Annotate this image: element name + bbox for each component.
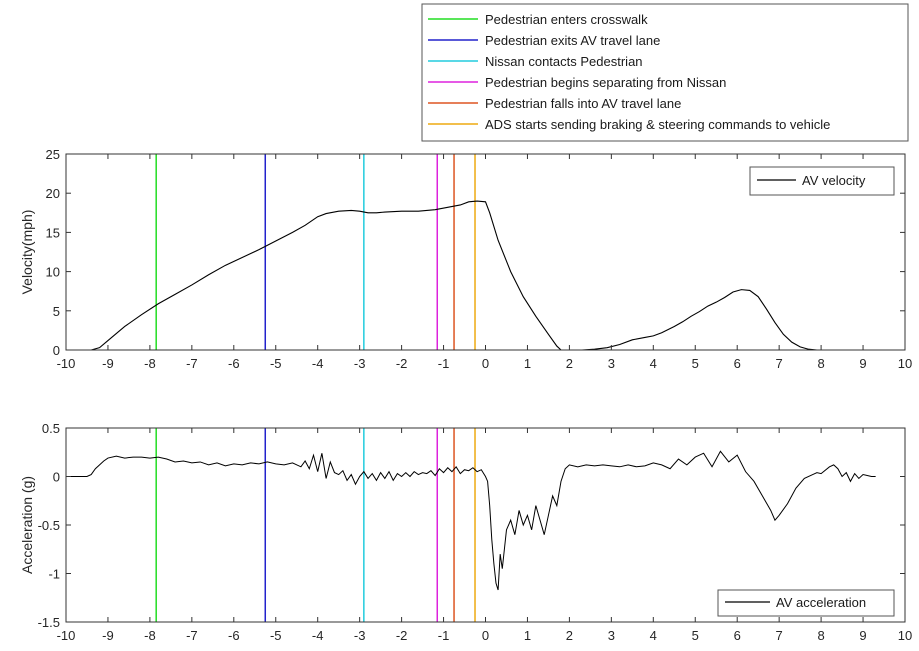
x-tick-label: -7 — [186, 356, 198, 371]
y-tick-label: 20 — [46, 186, 60, 201]
acceleration-series-line — [66, 450, 876, 591]
x-tick-label: -9 — [102, 628, 114, 643]
velocity-y-ticks: 0 5 10 15 20 25 — [46, 147, 905, 358]
acceleration-event-lines — [155, 428, 476, 622]
x-tick-label: -10 — [57, 628, 76, 643]
x-tick-label: -5 — [270, 628, 282, 643]
velocity-y-axis-label: Velocity(mph) — [19, 210, 35, 295]
x-tick-label: -10 — [57, 356, 76, 371]
acceleration-x-ticks: -10 -9 -8 -7 -6 -5 -4 -3 -2 -1 0 1 2 3 4 5 6 7 8 9 10 — [57, 428, 912, 643]
y-tick-label: 0 — [53, 343, 60, 358]
x-tick-label: 10 — [898, 356, 912, 371]
x-tick-label: -8 — [144, 628, 156, 643]
velocity-series-line — [91, 200, 843, 351]
x-tick-label: 2 — [566, 356, 573, 371]
acceleration-legend-label: AV acceleration — [776, 595, 866, 610]
event-legend-label: Pedestrian enters crosswalk — [485, 12, 648, 27]
event-legend-label: Pedestrian exits AV travel lane — [485, 33, 660, 48]
event-legend-label: ADS starts sending braking & steering co… — [485, 117, 830, 132]
x-tick-label: 5 — [692, 628, 699, 643]
x-tick-label: 1 — [524, 628, 531, 643]
x-tick-label: 10 — [898, 628, 912, 643]
x-tick-label: 3 — [608, 628, 615, 643]
velocity-legend-box — [749, 166, 895, 196]
y-tick-label: 0 — [53, 470, 60, 485]
y-tick-label: -0.5 — [38, 518, 60, 533]
x-tick-label: 4 — [650, 356, 657, 371]
x-tick-label: -4 — [312, 356, 324, 371]
x-tick-label: 8 — [817, 628, 824, 643]
x-tick-label: -9 — [102, 356, 114, 371]
acceleration-legend: AV acceleration — [717, 589, 895, 617]
x-tick-label: -7 — [186, 628, 198, 643]
x-tick-label: 6 — [734, 356, 741, 371]
velocity-x-ticks: -10 -9 -8 -7 -6 -5 -4 -3 -2 -1 0 1 2 3 4 5 6 7 8 9 10 — [57, 154, 912, 371]
x-tick-label: 2 — [566, 628, 573, 643]
x-tick-label: -8 — [144, 356, 156, 371]
x-tick-label: 5 — [692, 356, 699, 371]
x-tick-label: -6 — [228, 628, 240, 643]
x-tick-label: 0 — [482, 356, 489, 371]
acceleration-y-ticks: -1.5 -1 -0.5 0 0.5 — [38, 421, 905, 630]
event-legend-box — [421, 3, 909, 142]
x-tick-label: -4 — [312, 628, 324, 643]
x-tick-label: -3 — [354, 356, 366, 371]
x-tick-label: -3 — [354, 628, 366, 643]
x-tick-label: 7 — [776, 628, 783, 643]
x-tick-label: 7 — [776, 356, 783, 371]
x-tick-label: 6 — [734, 628, 741, 643]
y-tick-label: 25 — [46, 147, 60, 162]
x-tick-label: -2 — [396, 356, 408, 371]
velocity-plot: -10 -9 -8 -7 -6 -5 -4 -3 -2 -1 0 1 2 3 4 5 6 7 8 9 10 051015… — [19, 147, 912, 371]
x-tick-label: -5 — [270, 356, 282, 371]
y-tick-label: 5 — [53, 304, 60, 319]
event-legend-label: Nissan contacts Pedestrian — [485, 54, 643, 69]
event-legend: Pedestrian enters crosswalk Pedestrian ex… — [421, 3, 909, 142]
acceleration-legend-box — [717, 589, 895, 617]
event-legend-label: Pedestrian falls into AV travel lane — [485, 96, 681, 111]
acceleration-y-axis-label: Acceleration (g) — [19, 476, 35, 574]
x-tick-label: -6 — [228, 356, 240, 371]
y-tick-label: 0.5 — [42, 421, 60, 436]
x-tick-label: 8 — [817, 356, 824, 371]
y-tick-label: 10 — [46, 265, 60, 280]
x-tick-label: -1 — [438, 356, 450, 371]
x-tick-label: 0 — [482, 628, 489, 643]
velocity-legend-label: AV velocity — [802, 173, 866, 188]
x-tick-label: 4 — [650, 628, 657, 643]
event-legend-label: Pedestrian begins separating from Nissan — [485, 75, 726, 90]
acceleration-plot: -10 -9 -8 -7 -6 -5 -4 -3 -2 -1 0 1 2 3 4 5 6 7 8 9 10 -1.5-1… — [19, 421, 912, 643]
velocity-event-lines — [155, 154, 476, 350]
x-tick-label: 9 — [859, 356, 866, 371]
x-tick-label: -2 — [396, 628, 408, 643]
x-tick-label: 9 — [859, 628, 866, 643]
x-tick-label: 1 — [524, 356, 531, 371]
y-tick-label: -1 — [48, 567, 60, 582]
y-tick-label: -1.5 — [38, 615, 60, 630]
velocity-legend: AV velocity — [749, 166, 895, 196]
x-tick-label: 3 — [608, 356, 615, 371]
y-tick-label: 15 — [46, 225, 60, 240]
x-tick-label: -1 — [438, 628, 450, 643]
